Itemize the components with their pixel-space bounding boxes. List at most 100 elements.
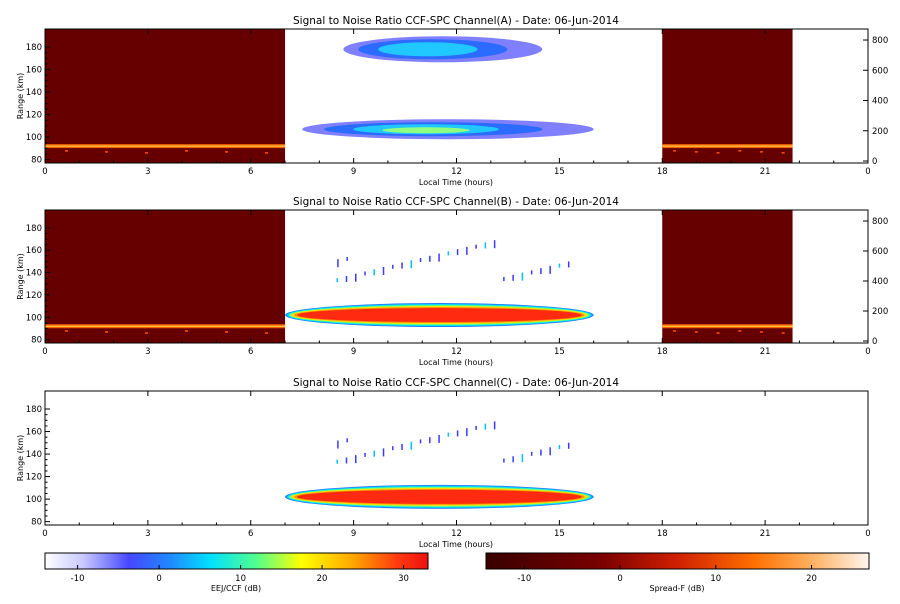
- panel-a-x-tick-label: 6: [248, 167, 253, 177]
- colorbar-0-tick-label: 30: [398, 574, 409, 584]
- panel-c-weak-echo: [512, 456, 514, 463]
- panel-b-weak-echo: [540, 268, 542, 275]
- panel-b-weak-echo: [373, 269, 376, 276]
- panel-b-weak-echo: [466, 246, 468, 255]
- panel-c-weak-echo: [456, 430, 459, 437]
- panel-c-y-tick-label: 80: [31, 518, 42, 528]
- panel-b-x-tick-label: 21: [760, 347, 771, 357]
- colorbar-spread-f-gradient: [485, 552, 870, 570]
- panel-b-spread-f-block: [45, 210, 286, 343]
- panel-c-x-label: Local Time (hours): [419, 540, 493, 549]
- panel-b-weak-echo: [382, 267, 385, 275]
- panel-a-right-tick-label: 200: [872, 127, 888, 137]
- panel-c-x-tick-label: 9: [351, 529, 356, 539]
- panel-b-eej-echo-0-contour: [297, 308, 582, 323]
- panel-b-title: Signal to Noise Ratio CCF-SPC Channel(B)…: [293, 196, 619, 208]
- panel-b-weak-echo: [438, 253, 440, 262]
- panel-a-spread-f-dot: [105, 151, 109, 153]
- panel-b-weak-echo: [503, 277, 505, 282]
- panel-c-weak-echo: [484, 423, 487, 430]
- panel-b-spread-f-dot: [781, 332, 785, 334]
- panel-c-weak-echo: [567, 442, 570, 449]
- panel-b-y-tick-label: 180: [26, 224, 42, 234]
- panel-c-weak-echo: [438, 434, 440, 443]
- panel-c-title: Signal to Noise Ratio CCF-SPC Channel(C)…: [293, 377, 619, 389]
- panel-c-x-tick-label: 15: [554, 529, 565, 539]
- panel-b-weak-echo: [475, 244, 477, 249]
- panel-c-weak-echo: [401, 443, 403, 450]
- panel-b-spread-f-dot: [265, 332, 269, 334]
- panel-c-y-tick-label: 120: [26, 473, 42, 483]
- colorbar-eej: -10 0 10 20 30 EEJ/CCF (dB): [44, 552, 429, 593]
- panel-a-spread-f-dot: [145, 152, 149, 154]
- panel-c-weak-echo: [447, 432, 450, 437]
- colorbar-0-tick-label: 20: [317, 574, 328, 584]
- panel-c-y-tick-label: 180: [26, 405, 42, 415]
- panel-b-weak-echo: [392, 264, 394, 269]
- colorbar-1-tick-label: -10: [517, 574, 531, 584]
- panel-b-spread-f-dot: [145, 332, 149, 334]
- panel-b-weak-echo: [484, 242, 487, 249]
- panel-b-weak-echo: [410, 260, 413, 269]
- panel-c-eej-echo-0-contour: [297, 489, 582, 504]
- panel-b-spread-f-dot: [716, 332, 720, 334]
- panel-b-weak-echo: [530, 270, 533, 275]
- panel-a-right-tick-label: 600: [872, 66, 888, 76]
- colorbar-eej-label: EEJ/CCF (dB): [211, 584, 261, 593]
- panel-b-weak-echo: [419, 258, 422, 263]
- panel-c-weak-echo: [493, 421, 496, 430]
- panel-b-x-tick-label: 6: [248, 347, 253, 357]
- colorbar-1-tick-label: 10: [710, 574, 721, 584]
- panel-a-eej-echo-1-inner: [378, 42, 478, 57]
- colorbar-spread-f-label: Spread-F (dB): [649, 584, 704, 593]
- panel-a-right-tick-label: 400: [872, 97, 888, 107]
- panel-a-spread-f-dot: [694, 151, 698, 153]
- panel-a-spread-f-block: [662, 29, 793, 163]
- colorbar-1-tick-label: 0: [617, 574, 622, 584]
- colorbar-1-tick-label: 20: [806, 574, 817, 584]
- panel-c-y-tick-label: 160: [26, 428, 42, 438]
- panel-a-y-tick-label: 120: [26, 111, 42, 121]
- panel-b-spread-f-dot: [738, 330, 742, 332]
- panel-a-x-tick-label: 15: [554, 167, 565, 177]
- panel-c-plot-area: [285, 421, 594, 509]
- colorbar-0-tick-label: 10: [235, 574, 246, 584]
- panel-a-spread-f-dot: [265, 152, 269, 154]
- panel-b-spread-f-layer-core: [45, 325, 286, 327]
- panel-a-x-tick-label: 3: [145, 167, 150, 177]
- panel-b-weak-echo: [337, 259, 339, 268]
- panel-b-weak-echo: [567, 261, 570, 268]
- panel-b-weak-echo: [456, 249, 459, 256]
- panel-b-weak-echo: [493, 240, 496, 249]
- panel-a-spread-f-dot: [759, 151, 763, 153]
- panel-a-plot-area: [45, 29, 793, 163]
- panel-a-spread-f-dot: [738, 150, 742, 152]
- panel-a-spread-f-layer-core: [662, 145, 793, 147]
- panel-b-right-tick-label: 800: [872, 217, 888, 227]
- colorbar-0-tick-label: 0: [156, 574, 161, 584]
- panel-b-y-tick-label: 100: [26, 313, 42, 323]
- panel-c-weak-echo: [466, 428, 468, 437]
- panel-a-y-tick-label: 80: [31, 156, 42, 166]
- panel-a-y-tick-label: 180: [26, 43, 42, 53]
- panel-a-spread-f-layer-core: [45, 145, 286, 147]
- panel-a-title: Signal to Noise Ratio CCF-SPC Channel(A)…: [293, 15, 619, 27]
- panel-a-y-label: Range (km): [16, 73, 25, 120]
- panel-b-x-tick-label: 15: [554, 347, 565, 357]
- panel-a-eej-echo-0-core: [382, 127, 470, 134]
- panel-c-weak-echo: [530, 451, 533, 456]
- panel-b-weak-echo: [401, 262, 403, 269]
- panel-a-x-tick-label: 18: [657, 167, 668, 177]
- panel-a: 0 3 6 9 12 15 18 21 0801001201401601800200400600…: [16, 28, 888, 187]
- panel-b-weak-echo: [512, 274, 514, 281]
- panel-b-x-tick-label: 0: [865, 347, 870, 357]
- panel-c-weak-echo: [521, 454, 524, 463]
- panel-b-y-tick-label: 80: [31, 336, 42, 346]
- panel-c-weak-echo: [558, 445, 561, 450]
- panel-b-weak-echo: [521, 272, 524, 281]
- panel-c-x-tick-label: 6: [248, 529, 253, 539]
- panel-c-weak-echo: [419, 439, 422, 444]
- panel-c-weak-echo: [382, 448, 385, 457]
